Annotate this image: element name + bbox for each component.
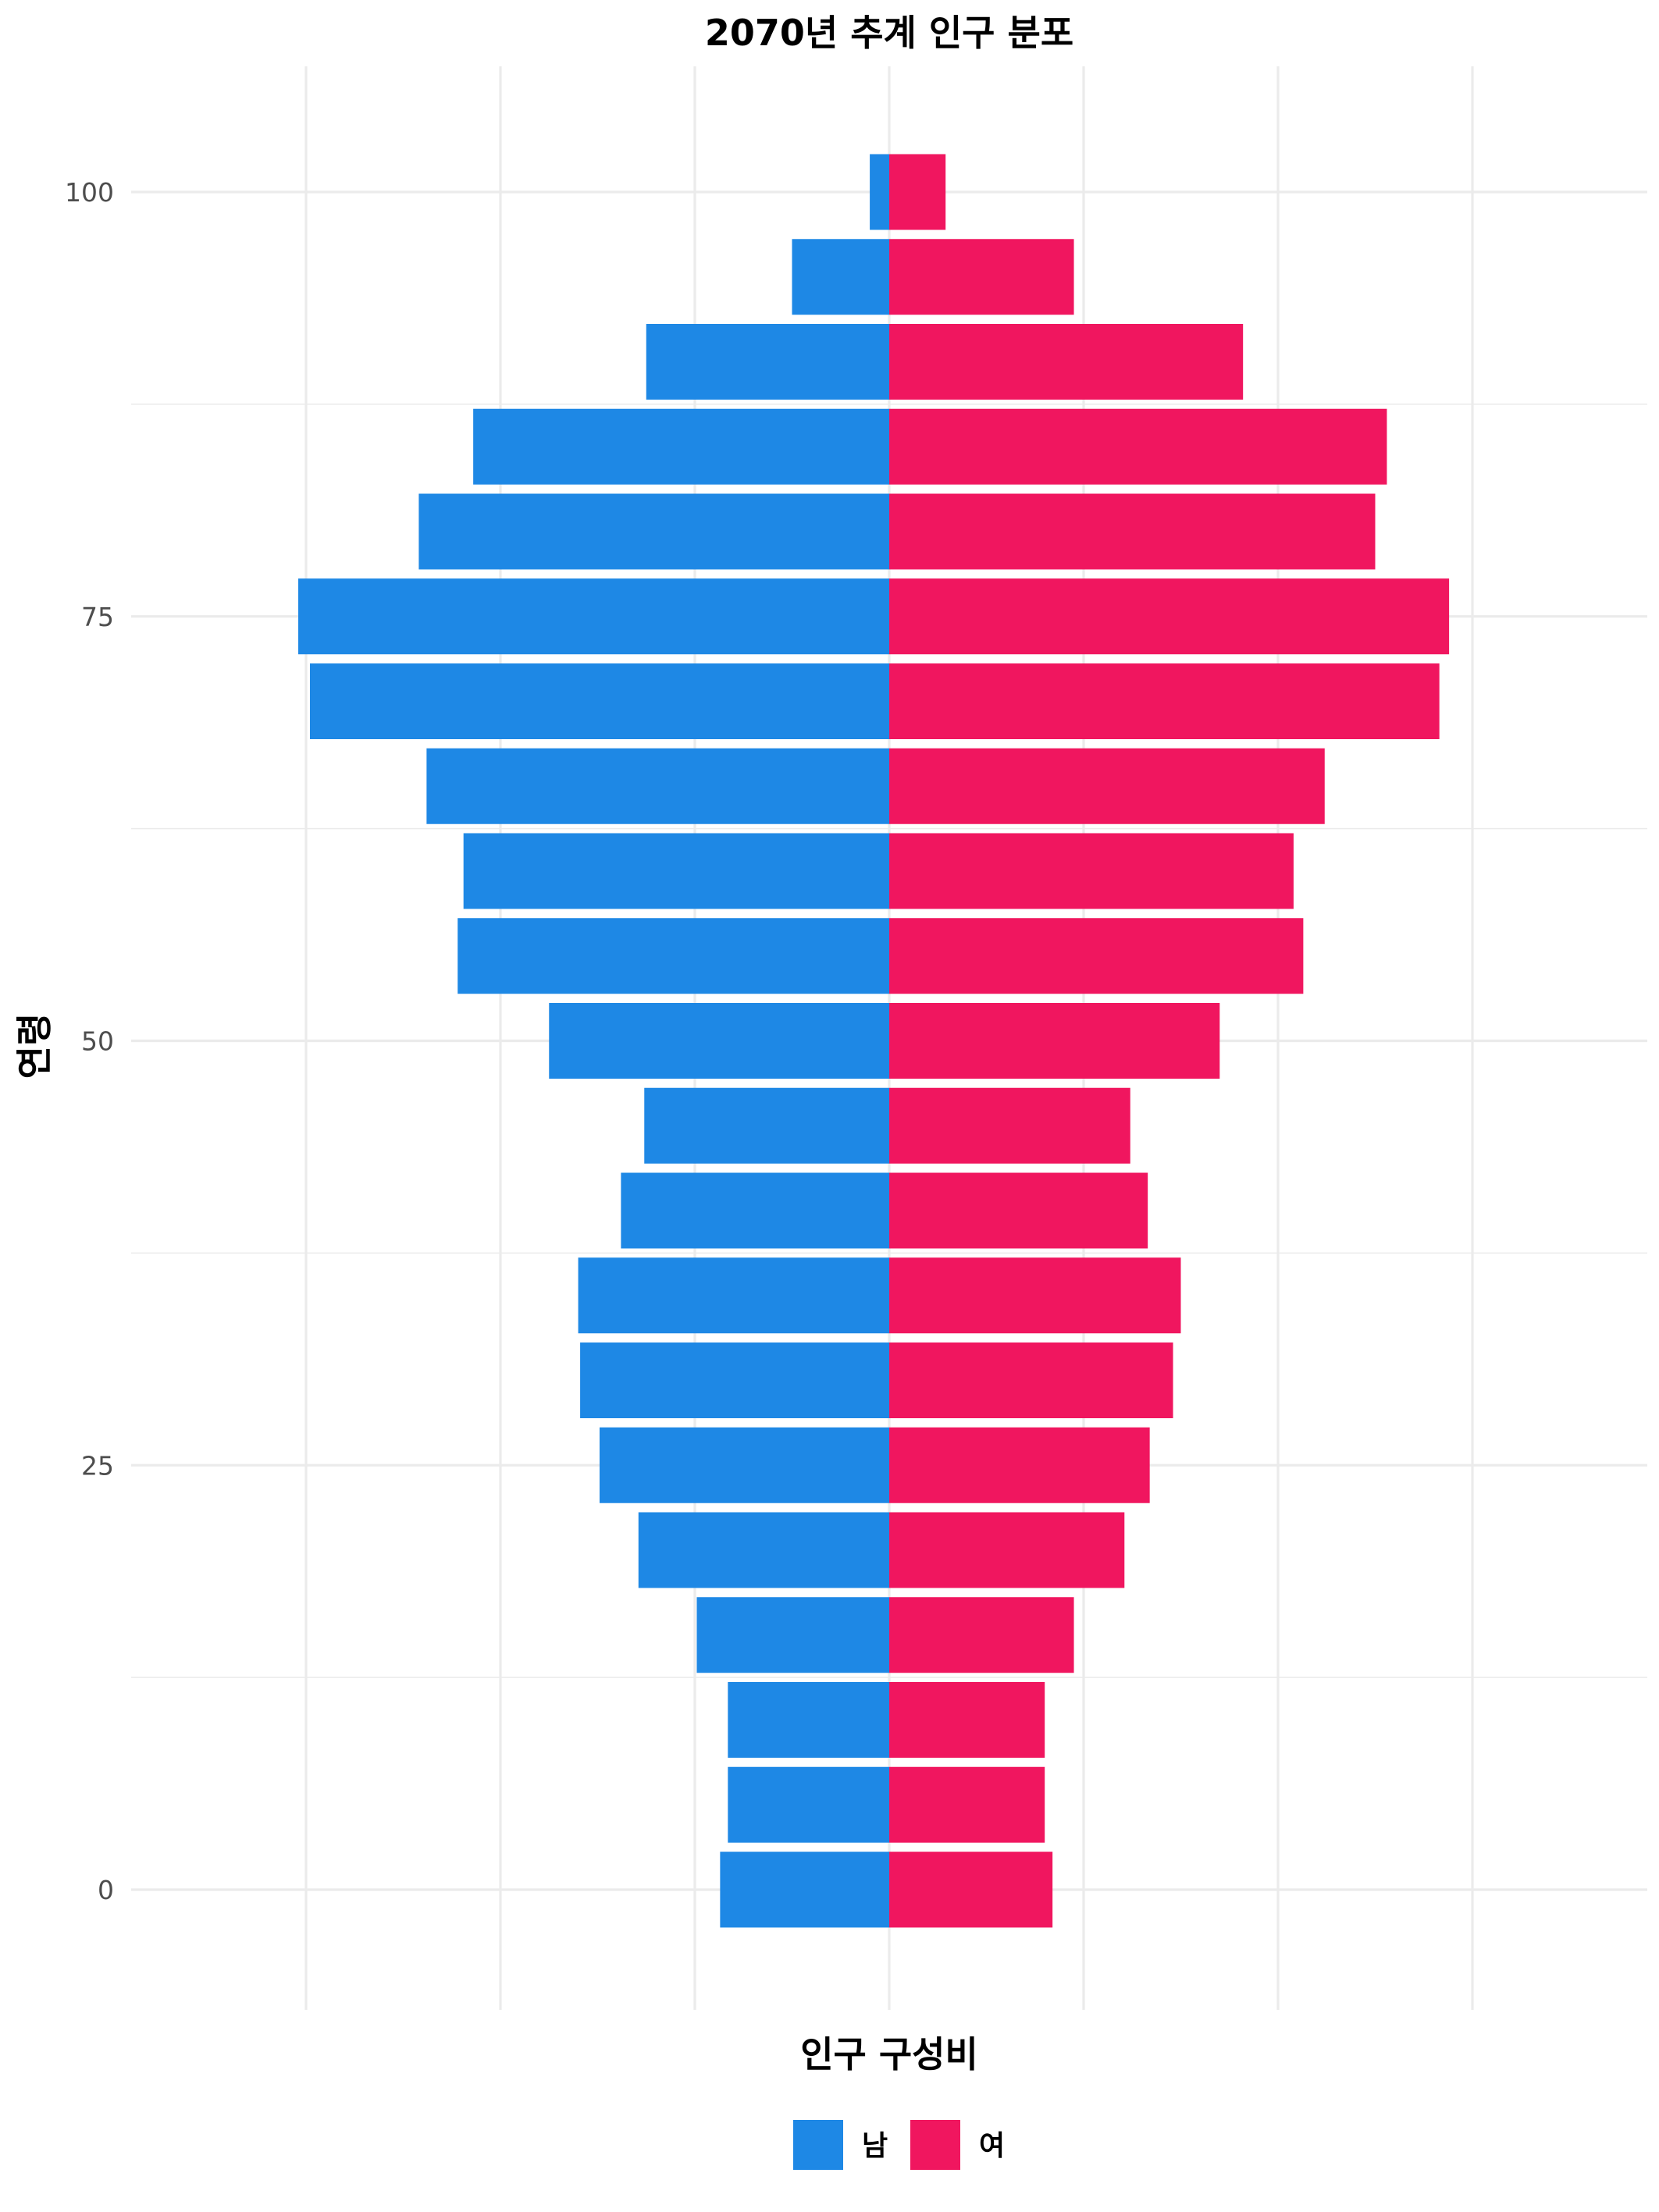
y-axis-title: 연령 [13, 1013, 55, 1079]
y-tick-label-0: 0 [98, 1875, 114, 1905]
bar-male-age-100 [870, 154, 889, 230]
bar-female-age-35 [889, 1257, 1181, 1334]
bar-male-age-10 [728, 1682, 889, 1758]
bar-female-age-5 [889, 1766, 1045, 1843]
legend-key-female [910, 2120, 960, 2170]
bar-female-age-65 [889, 748, 1325, 824]
bar-male-age-0 [720, 1851, 889, 1928]
bar-male-age-50 [549, 1003, 889, 1079]
bar-female-age-25 [889, 1427, 1150, 1503]
bar-female-age-30 [889, 1342, 1173, 1418]
y-tick-label-25: 25 [81, 1450, 114, 1481]
bar-female-age-40 [889, 1172, 1148, 1249]
bar-female-age-75 [889, 578, 1450, 655]
bars [298, 154, 1450, 1928]
legend-label-male: 남 [862, 2130, 888, 2162]
bar-male-age-75 [298, 578, 889, 655]
bar-male-age-80 [418, 493, 889, 570]
bar-female-age-100 [889, 154, 946, 230]
bar-male-age-65 [426, 748, 889, 824]
bar-male-age-35 [578, 1257, 889, 1334]
bar-male-age-15 [696, 1597, 889, 1673]
y-tick-label-75: 75 [81, 602, 114, 632]
bar-female-age-20 [889, 1512, 1125, 1588]
bar-male-age-95 [792, 239, 889, 315]
bar-female-age-90 [889, 324, 1244, 400]
bar-female-age-60 [889, 833, 1294, 909]
bar-female-age-50 [889, 1003, 1220, 1079]
bar-male-age-20 [638, 1512, 889, 1588]
bar-female-age-0 [889, 1851, 1053, 1928]
bar-male-age-55 [457, 918, 889, 994]
bar-female-age-85 [889, 408, 1387, 485]
bar-male-age-70 [309, 663, 890, 739]
bar-female-age-15 [889, 1597, 1074, 1673]
bar-female-age-45 [889, 1087, 1130, 1164]
y-tick-label-100: 100 [65, 177, 114, 208]
bar-male-age-5 [728, 1766, 889, 1843]
bar-male-age-45 [644, 1087, 889, 1164]
x-axis-title: 인구 구성비 [800, 2033, 978, 2075]
bar-female-age-70 [889, 663, 1440, 739]
chart-title: 2070년 추계 인구 분포 [705, 12, 1073, 54]
legend-label-female: 여 [979, 2130, 1005, 2162]
bar-female-age-10 [889, 1682, 1045, 1758]
bar-female-age-95 [889, 239, 1074, 315]
bar-female-age-80 [889, 493, 1376, 570]
bar-male-age-90 [646, 324, 889, 400]
y-tick-label-50: 50 [81, 1026, 114, 1057]
bar-male-age-85 [473, 408, 889, 485]
legend-key-male [793, 2120, 843, 2170]
bar-male-age-25 [599, 1427, 889, 1503]
bar-male-age-60 [463, 833, 889, 909]
bar-male-age-30 [580, 1342, 889, 1418]
bar-female-age-55 [889, 918, 1304, 994]
y-tick-labels: 0 25 50 75 100 [65, 177, 114, 1905]
bar-male-age-40 [621, 1172, 889, 1249]
